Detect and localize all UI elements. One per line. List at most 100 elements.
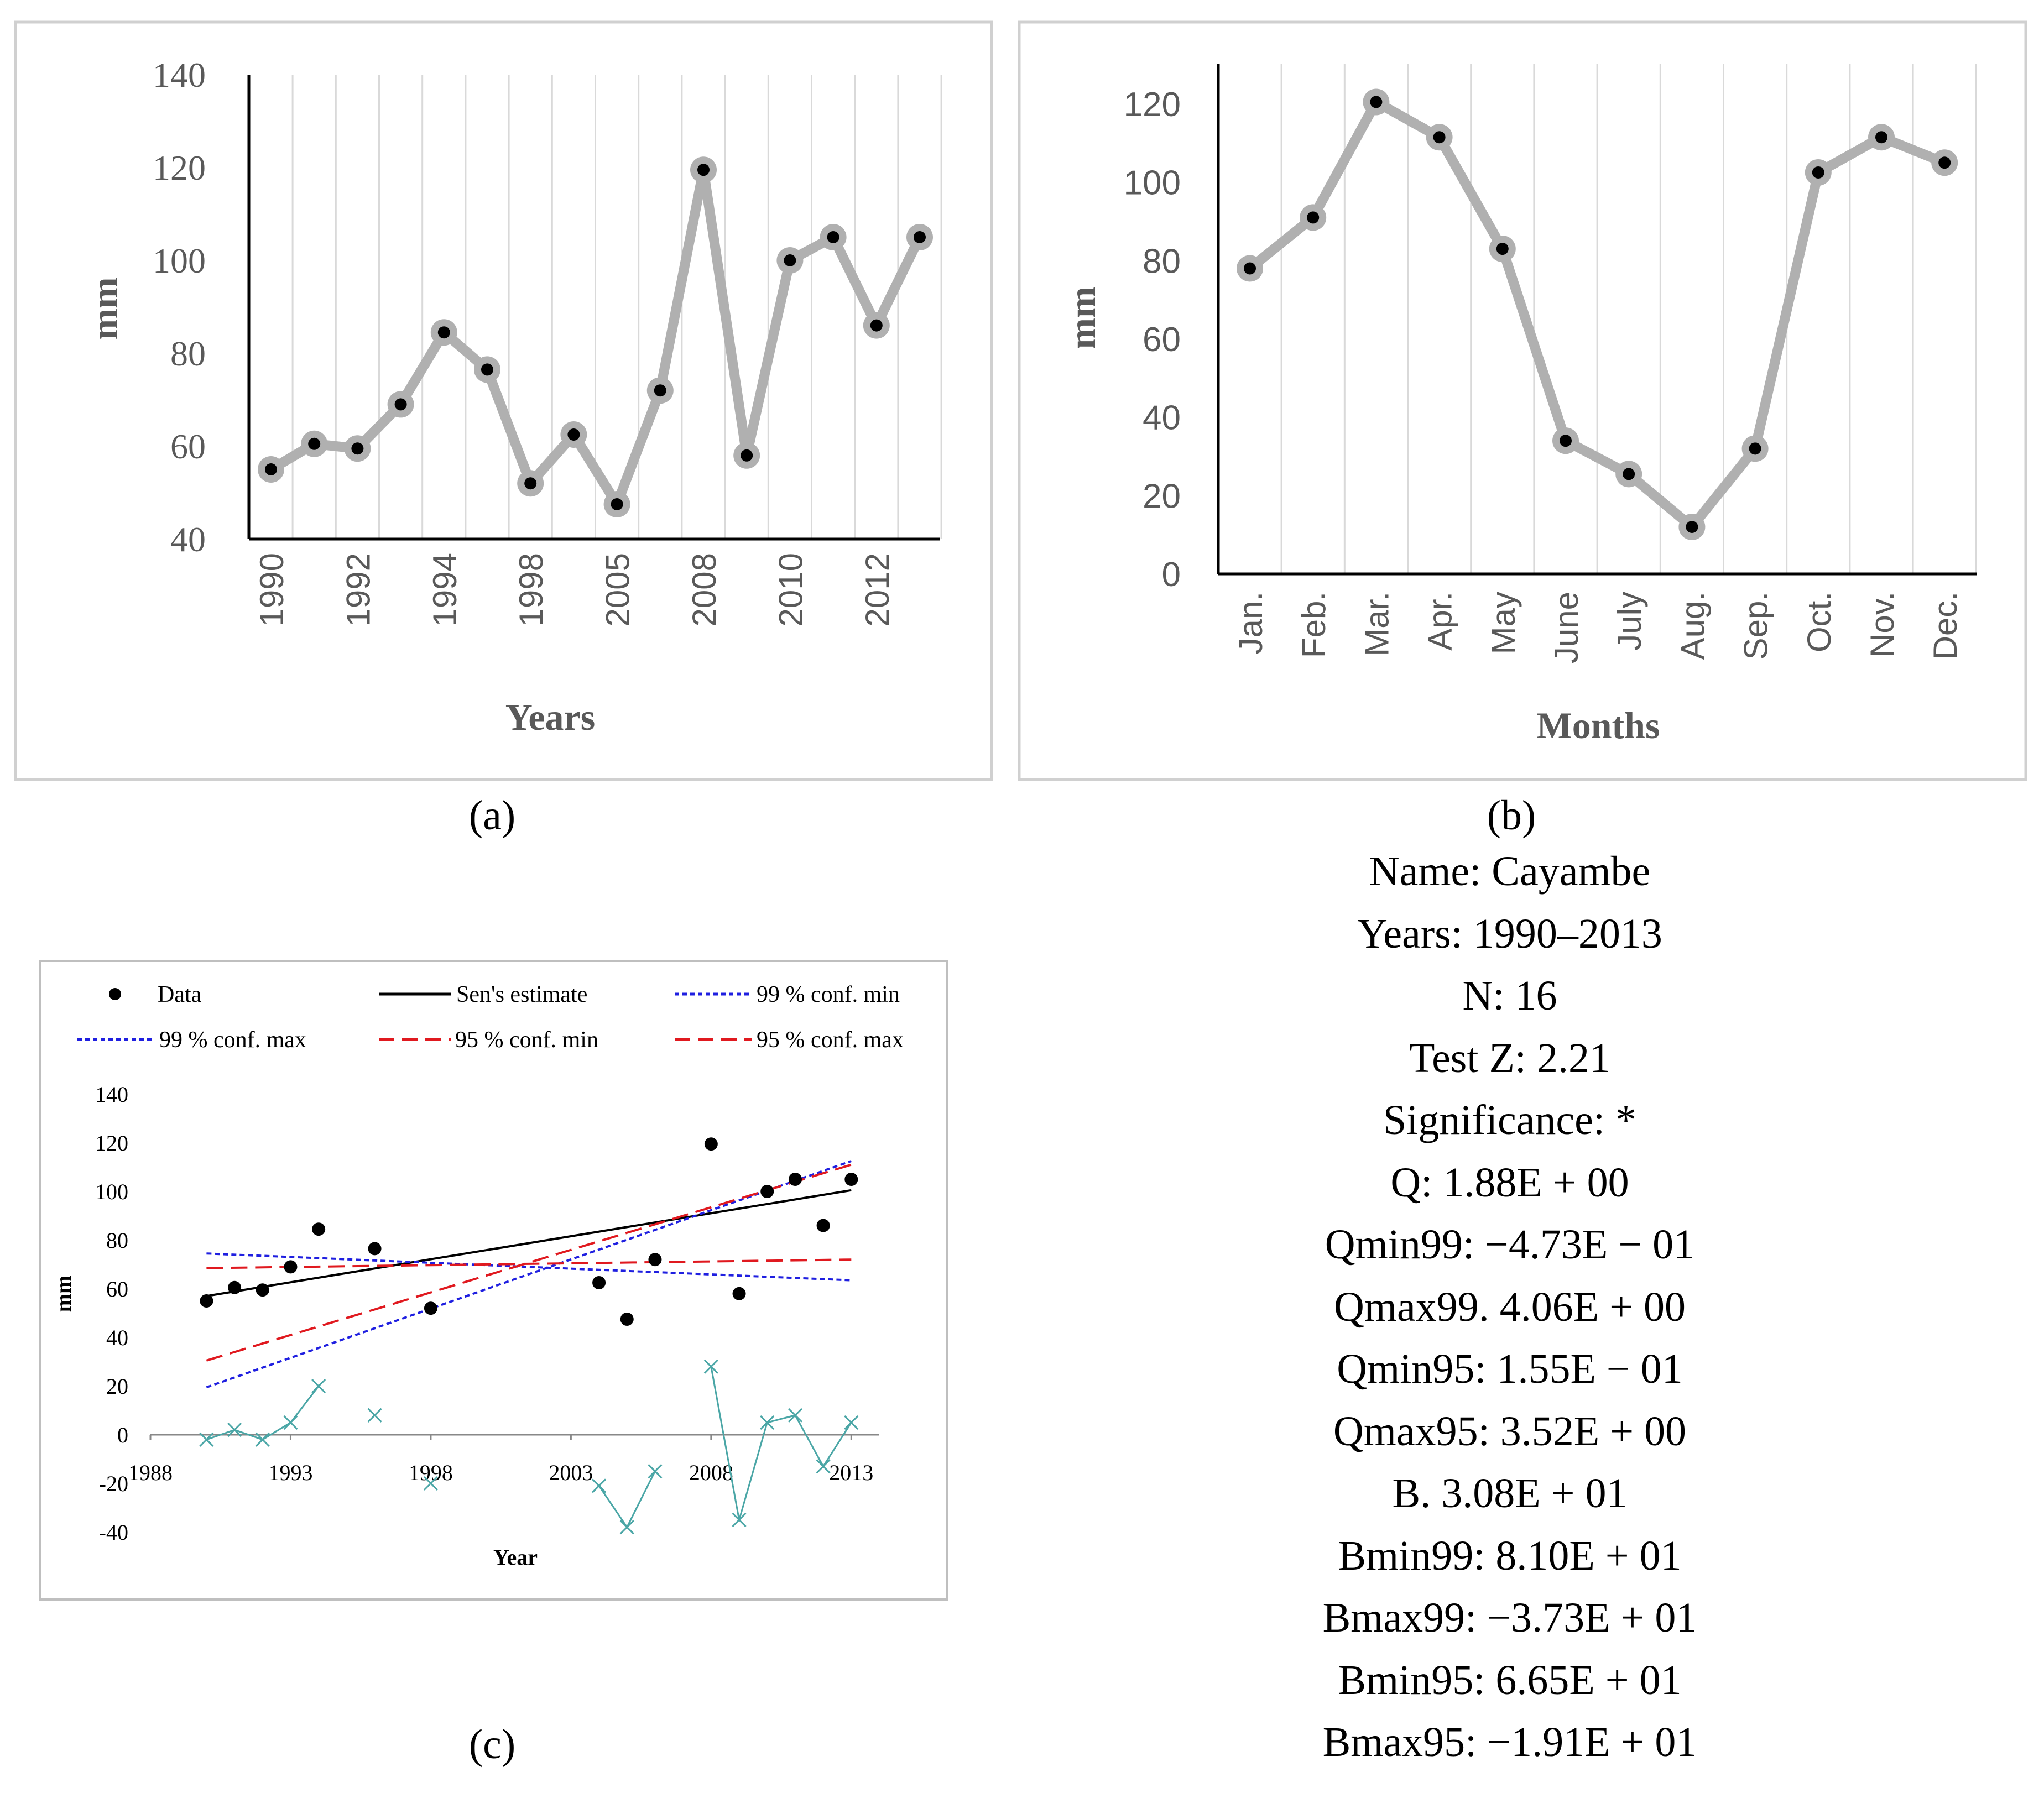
chart-c-data-point	[424, 1301, 437, 1315]
stats-list: Name: Cayambe Years: 1990–2013 N: 16 Test Z…	[1189, 840, 1831, 1774]
stats-line: Years: 1990–2013	[1357, 910, 1662, 957]
chart-c-x-tick-label: 2003	[549, 1460, 593, 1485]
chart-a-y-tick-label: 140	[153, 55, 206, 95]
panel-label-b: (b)	[1487, 792, 1536, 839]
chart-c-residual-marker	[619, 1520, 634, 1535]
chart-b-point	[1812, 166, 1824, 179]
chart-a-y-tick-label: 60	[170, 427, 206, 466]
chart-b-point	[1496, 243, 1509, 255]
chart-b-y-tick-label: 60	[1143, 321, 1181, 359]
chart-c-residual-marker	[227, 1423, 242, 1437]
stats-line: Bmax95: −1.91E + 01	[1322, 1719, 1697, 1765]
chart-c-y-tick-label: 0	[117, 1423, 128, 1447]
chart-b-point	[1686, 521, 1698, 533]
chart-c-line-95-conf-min	[206, 1258, 852, 1269]
chart-a-y-tick-label: 120	[153, 148, 206, 187]
chart-a-point	[351, 442, 364, 455]
chart-c-x-tick-label: 1998	[409, 1460, 453, 1485]
chart-c-data-point	[255, 1283, 269, 1297]
legend-label-data: Data	[158, 982, 202, 1007]
chart-b-y-tick-label: 80	[1143, 242, 1181, 280]
chart-a-point	[654, 384, 666, 397]
chart-a-point	[870, 319, 883, 332]
chart-a-x-tick-label: 2010	[772, 553, 809, 626]
chart-c-x-tick-label: 2008	[689, 1460, 733, 1485]
stats-line: Q: 1.88E + 00	[1390, 1159, 1629, 1206]
stats-line: Name: Cayambe	[1369, 848, 1651, 895]
chart-c-residual-marker	[844, 1415, 859, 1430]
chart-c-residual-marker	[760, 1415, 775, 1430]
chart-c-y-tick-label: -20	[99, 1471, 128, 1496]
chart-a-x-tick-label: 1992	[340, 553, 377, 626]
chart-c-line-99-conf-max	[206, 1160, 852, 1389]
chart-b-xlabel: Months	[1537, 704, 1660, 746]
chart-c-data-point	[760, 1185, 774, 1198]
chart-b-y-tick-label: 40	[1143, 399, 1181, 437]
chart-c-x-tick-label: 2013	[829, 1460, 873, 1485]
chart-b-x-tick-label: Nov.	[1864, 592, 1901, 657]
chart-c-data-point	[592, 1276, 606, 1289]
chart-c-data-point	[284, 1260, 298, 1274]
chart-a-point	[524, 477, 537, 490]
chart-c-line-sen-s-estimate	[206, 1189, 852, 1298]
chart-a-x-tick-label: 2005	[599, 553, 637, 626]
chart-b-point	[1875, 131, 1887, 144]
chart-b-point	[1560, 435, 1572, 447]
chart-b-point	[1370, 96, 1383, 108]
chart-a-x-tick-label: 1998	[513, 553, 550, 626]
chart-b-point	[1749, 442, 1761, 455]
chart-c-residual-marker	[732, 1512, 747, 1528]
stats-line: Qmin95: 1.55E − 01	[1337, 1346, 1683, 1392]
chart-c-residual-marker	[255, 1432, 270, 1447]
chart-a-point	[308, 437, 321, 450]
chart-c-data-point	[368, 1242, 382, 1256]
chart-c-y-tick-label: 40	[106, 1325, 128, 1350]
chart-c-residual-marker	[592, 1478, 607, 1493]
chart-a-point	[914, 231, 926, 243]
chart-b-y-tick-label: 100	[1124, 164, 1181, 202]
chart-c-y-tick-label: -40	[99, 1520, 128, 1545]
chart-c: mm Year Data Sen's estimate 99 % conf. m…	[39, 960, 948, 1601]
chart-b-point	[1623, 468, 1635, 480]
chart-c-residual-marker	[311, 1378, 326, 1394]
chart-a-point	[827, 231, 839, 243]
chart-c-residual-marker	[367, 1408, 382, 1423]
chart-c-x-tick-label: 1993	[268, 1460, 312, 1485]
stats-line: N: 16	[1462, 973, 1557, 1019]
chart-b-x-tick-label: Apr.	[1422, 592, 1459, 651]
chart-c-data-point	[620, 1313, 634, 1326]
stats-line: Bmin95: 6.65E + 01	[1338, 1656, 1682, 1703]
chart-a-y-tick-label: 80	[170, 334, 206, 373]
chart-a-point	[567, 428, 580, 441]
chart-c-data-point	[844, 1173, 858, 1186]
chart-c-data-point	[648, 1253, 662, 1267]
chart-c-data-point	[788, 1173, 802, 1186]
stats-line: Qmax99. 4.06E + 00	[1333, 1283, 1686, 1330]
chart-c-x-tick-label: 1988	[128, 1460, 173, 1485]
chart-b-ylabel: mm	[1061, 286, 1103, 349]
chart-b-point	[1938, 156, 1951, 169]
chart-c-residual-marker	[816, 1459, 831, 1474]
chart-c-data-point	[732, 1287, 746, 1300]
chart-b-x-tick-label: Aug.	[1674, 592, 1711, 660]
chart-b-x-tick-label: June	[1548, 592, 1585, 663]
chart-b-x-tick-label: Oct.	[1801, 592, 1838, 652]
chart-a-point	[741, 449, 753, 462]
legend-label-95-min: 95 % conf. min	[455, 1027, 598, 1053]
chart-c-y-tick-label: 80	[106, 1228, 128, 1253]
chart-b-x-tick-label: Dec.	[1927, 592, 1964, 660]
chart-b-x-tick-label: July	[1611, 592, 1648, 651]
chart-a-point	[437, 326, 450, 339]
chart-a-point	[697, 164, 710, 176]
chart-b-x-tick-label: Feb.	[1295, 592, 1332, 658]
chart-a-point	[394, 398, 407, 411]
chart-a-point	[481, 363, 493, 376]
chart-c-line-95-conf-max	[206, 1163, 852, 1362]
chart-c-data-point	[228, 1280, 242, 1294]
legend-label-99-min: 99 % conf. min	[757, 982, 900, 1007]
chart-c-residual-marker	[648, 1463, 663, 1479]
panel-label-a: (a)	[469, 792, 515, 839]
chart-a-x-tick-label: 1990	[253, 553, 290, 626]
chart-a-x-tick-label: 2012	[859, 553, 896, 626]
chart-c-ylabel: mm	[51, 1276, 76, 1313]
